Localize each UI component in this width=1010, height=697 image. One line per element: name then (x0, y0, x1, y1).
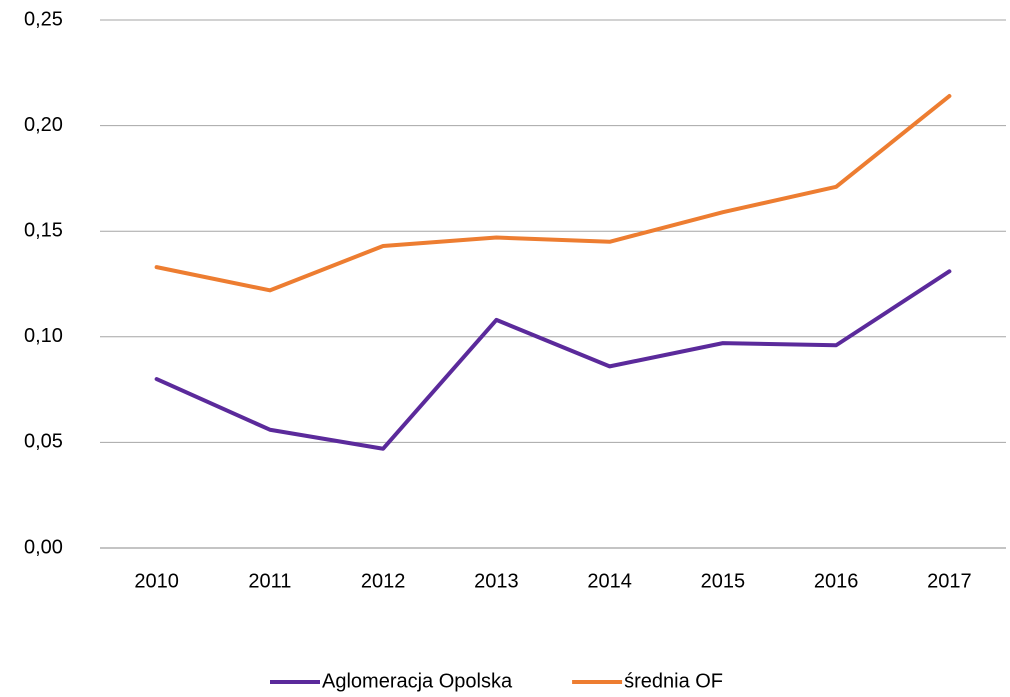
x-tick-label: 2014 (587, 570, 632, 592)
x-tick-label: 2012 (361, 570, 406, 592)
x-tick-label: 2011 (248, 570, 291, 592)
y-tick-label: 0,15 (24, 219, 63, 241)
series-line (154, 94, 952, 293)
y-tick-label: 0,05 (24, 431, 63, 453)
x-tick-label: 2013 (474, 570, 519, 592)
y-tick-label: 0,10 (24, 325, 63, 347)
x-tick-label: 2015 (701, 570, 746, 592)
y-tick-label: 0,00 (24, 536, 63, 558)
y-tick-label: 0,25 (24, 8, 63, 30)
legend-label: Aglomeracja Opolska (322, 670, 513, 692)
x-tick-label: 2010 (134, 570, 179, 592)
y-tick-label: 0,20 (24, 114, 63, 136)
legend-label: średnia OF (624, 670, 723, 692)
x-tick-label: 2017 (927, 570, 972, 592)
x-tick-label: 2016 (814, 570, 859, 592)
series-line (154, 269, 952, 451)
